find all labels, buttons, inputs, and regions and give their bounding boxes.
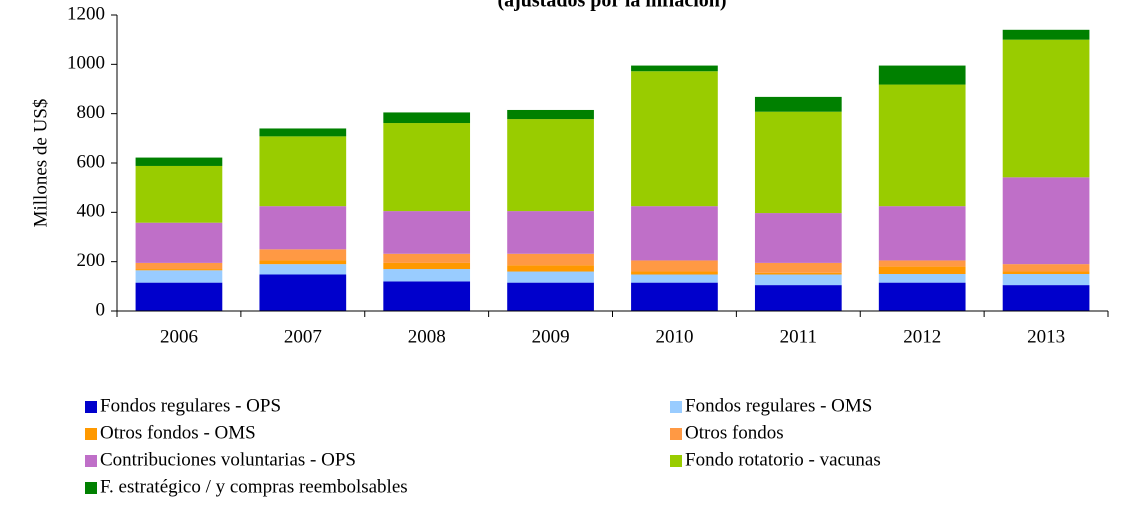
bar-segment bbox=[135, 282, 223, 311]
bar-segment bbox=[135, 269, 223, 271]
x-tick-label: 2006 bbox=[160, 326, 198, 347]
bar-segment bbox=[1002, 274, 1090, 286]
bar-segment bbox=[631, 71, 718, 207]
y-tick-label: 200 bbox=[77, 250, 106, 271]
legend-swatch bbox=[670, 455, 682, 467]
bar-segment bbox=[631, 271, 718, 275]
bar-segment bbox=[383, 123, 471, 212]
bar-segment bbox=[259, 264, 347, 275]
bar-segment bbox=[383, 112, 471, 124]
chart-title: (ajustados por la inflación) bbox=[497, 0, 726, 12]
bar-segment bbox=[754, 274, 842, 286]
bar-segment bbox=[754, 272, 842, 275]
legend-label: Fondo rotatorio - vacunas bbox=[685, 449, 881, 470]
bar-segment bbox=[878, 65, 966, 85]
bar-segment bbox=[383, 281, 471, 311]
legend-label: F. estratégico / y compras reembolsables bbox=[100, 476, 408, 497]
y-tick-label: 1200 bbox=[67, 3, 105, 24]
bar-segment bbox=[878, 274, 966, 283]
bar-segment bbox=[507, 211, 594, 254]
bar-segment bbox=[631, 282, 718, 311]
bar-segment bbox=[1002, 29, 1090, 40]
legend-label: Fondos regulares - OMS bbox=[685, 395, 872, 416]
legend-swatch bbox=[85, 482, 97, 494]
bar-segment bbox=[383, 253, 471, 263]
bar-segment bbox=[631, 260, 718, 272]
legend-swatch bbox=[85, 455, 97, 467]
bar-segment bbox=[135, 157, 223, 166]
bar-segment bbox=[631, 206, 718, 261]
bar-segment bbox=[135, 165, 223, 223]
y-axis-label: Millones de US$ bbox=[30, 99, 51, 228]
bar-segment bbox=[135, 262, 223, 270]
bar-segment bbox=[383, 211, 471, 254]
y-tick-label: 800 bbox=[77, 102, 106, 123]
x-tick-label: 2013 bbox=[1027, 326, 1065, 347]
x-tick-label: 2009 bbox=[532, 326, 570, 347]
bar-segment bbox=[754, 96, 842, 112]
bar-segment bbox=[507, 253, 594, 266]
bar-segment bbox=[1002, 264, 1090, 272]
bar-segment bbox=[754, 111, 842, 214]
y-tick-label: 1000 bbox=[67, 53, 105, 74]
bar-segment bbox=[878, 282, 966, 311]
legend-swatch bbox=[85, 401, 97, 413]
legend-swatch bbox=[670, 428, 682, 440]
bar-segment bbox=[507, 265, 594, 272]
bar-segment bbox=[754, 285, 842, 311]
bar-segment bbox=[754, 262, 842, 273]
bar-segment bbox=[259, 136, 347, 207]
x-tick-label: 2011 bbox=[780, 326, 817, 347]
bar-segment bbox=[1002, 285, 1090, 311]
legend-swatch bbox=[670, 401, 682, 413]
y-tick-label: 0 bbox=[96, 299, 106, 320]
bar-segment bbox=[259, 206, 347, 250]
bar-segment bbox=[135, 270, 223, 283]
legend-label: Otros fondos bbox=[685, 422, 784, 443]
bar-segment bbox=[878, 84, 966, 207]
y-tick-label: 600 bbox=[77, 151, 106, 172]
bar-segment bbox=[507, 282, 594, 311]
bar-segment bbox=[878, 206, 966, 261]
legend-label: Contribuciones voluntarias - OPS bbox=[100, 449, 356, 470]
x-tick-label: 2008 bbox=[408, 326, 446, 347]
y-tick-label: 400 bbox=[77, 201, 106, 222]
bar-segment bbox=[1002, 177, 1090, 265]
x-tick-label: 2010 bbox=[655, 326, 693, 347]
bar-segment bbox=[259, 260, 347, 265]
bar-segment bbox=[754, 213, 842, 263]
bar-segment bbox=[1002, 39, 1090, 178]
bar-segment bbox=[1002, 271, 1090, 274]
x-tick-label: 2012 bbox=[903, 326, 941, 347]
bar-segment bbox=[383, 269, 471, 282]
legend-label: Fondos regulares - OPS bbox=[100, 395, 281, 416]
bar-segment bbox=[259, 249, 347, 261]
bar-segment bbox=[259, 128, 347, 137]
bar-segment bbox=[383, 262, 471, 270]
bar-segment bbox=[507, 119, 594, 212]
x-tick-label: 2007 bbox=[284, 326, 322, 347]
bar-segment bbox=[259, 274, 347, 311]
bar-segment bbox=[631, 274, 718, 283]
bar-segment bbox=[135, 222, 223, 263]
legend-label: Otros fondos - OMS bbox=[100, 422, 256, 443]
bar-segment bbox=[878, 260, 966, 267]
bar-segment bbox=[507, 271, 594, 283]
bar-segment bbox=[631, 65, 718, 72]
bar-segment bbox=[507, 109, 594, 120]
bar-segment bbox=[878, 266, 966, 274]
legend-swatch bbox=[85, 428, 97, 440]
